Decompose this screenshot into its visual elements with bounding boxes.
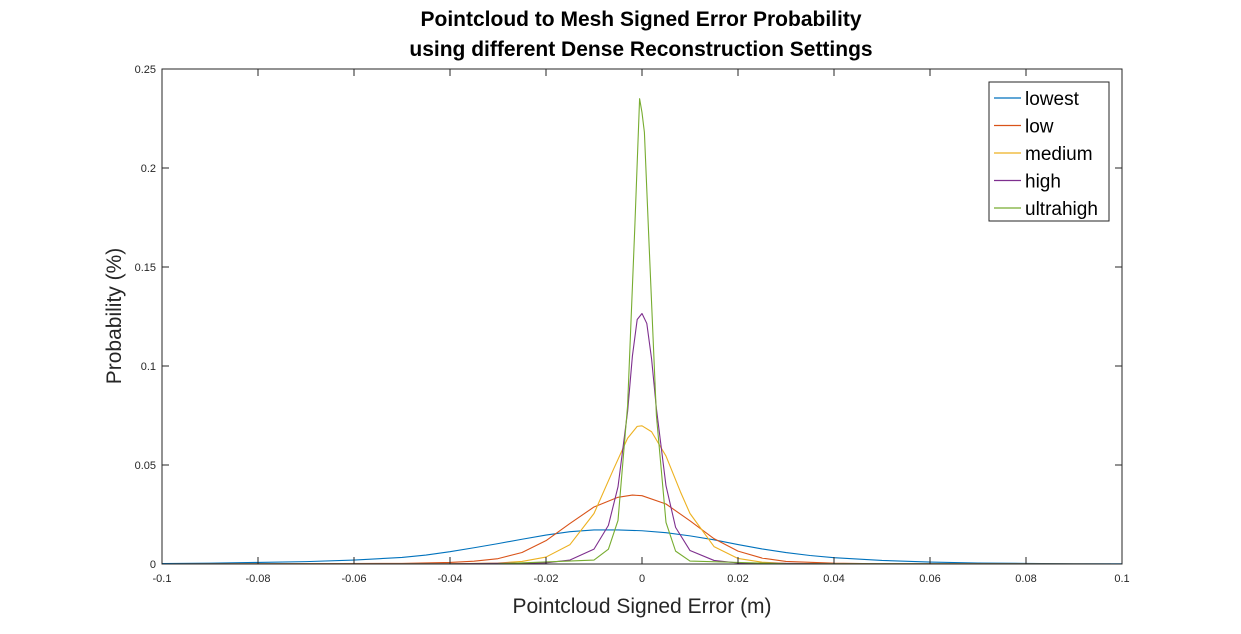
x-tick-label-9: 0.08 — [1015, 573, 1036, 585]
series-line-lowest — [161, 529, 1122, 565]
legend: lowest low medium high ultrahigh — [988, 81, 1110, 222]
x-axis-label: Pointcloud Signed Error (m) — [512, 595, 771, 618]
y-tick-label-1: 0.05 — [135, 460, 156, 472]
x-axis-ticks: -0.1 -0.08 -0.06 -0.04 -0.02 0 0.02 0.04 0.06 0.0… — [153, 69, 1130, 585]
x-tick-label-3: -0.04 — [437, 573, 462, 585]
y-axis-label: Probability (%) — [103, 248, 126, 385]
x-tick-label-8: 0.06 — [919, 573, 940, 585]
series-layer — [161, 98, 1123, 565]
y-axis-ticks: 0 0.05 0.1 0.15 0.2 0.25 — [135, 64, 1122, 571]
series-line-ultrahigh — [161, 98, 1123, 565]
y-tick-label-2: 0.1 — [141, 361, 156, 373]
x-tick-label-7: 0.04 — [823, 573, 844, 585]
x-tick-label-1: -0.08 — [245, 573, 270, 585]
x-tick-label-6: 0.02 — [727, 573, 748, 585]
x-tick-label-0: -0.1 — [153, 573, 172, 585]
legend-label-medium: medium — [1025, 144, 1093, 165]
x-tick-label-2: -0.06 — [341, 573, 366, 585]
chart-title-line-2: using different Dense Reconstruction Set… — [409, 38, 872, 61]
y-tick-label-5: 0.25 — [135, 64, 156, 76]
legend-label-low: low — [1025, 117, 1054, 138]
y-tick-label-4: 0.2 — [141, 163, 156, 175]
legend-label-lowest: lowest — [1025, 89, 1080, 110]
series-line-high — [161, 312, 1123, 565]
x-tick-label-10: 0.1 — [1114, 573, 1129, 585]
x-tick-label-4: -0.02 — [533, 573, 558, 585]
series-line-low — [161, 494, 1123, 565]
legend-label-ultrahigh: ultrahigh — [1025, 199, 1098, 220]
legend-box — [988, 81, 1110, 222]
chart-title-line-1: Pointcloud to Mesh Signed Error Probabil… — [420, 8, 861, 31]
y-tick-label-0: 0 — [150, 559, 156, 571]
legend-label-high: high — [1025, 172, 1061, 193]
y-tick-label-3: 0.15 — [135, 262, 156, 274]
series-line-medium — [161, 425, 1123, 565]
x-tick-label-5: 0 — [639, 573, 645, 585]
